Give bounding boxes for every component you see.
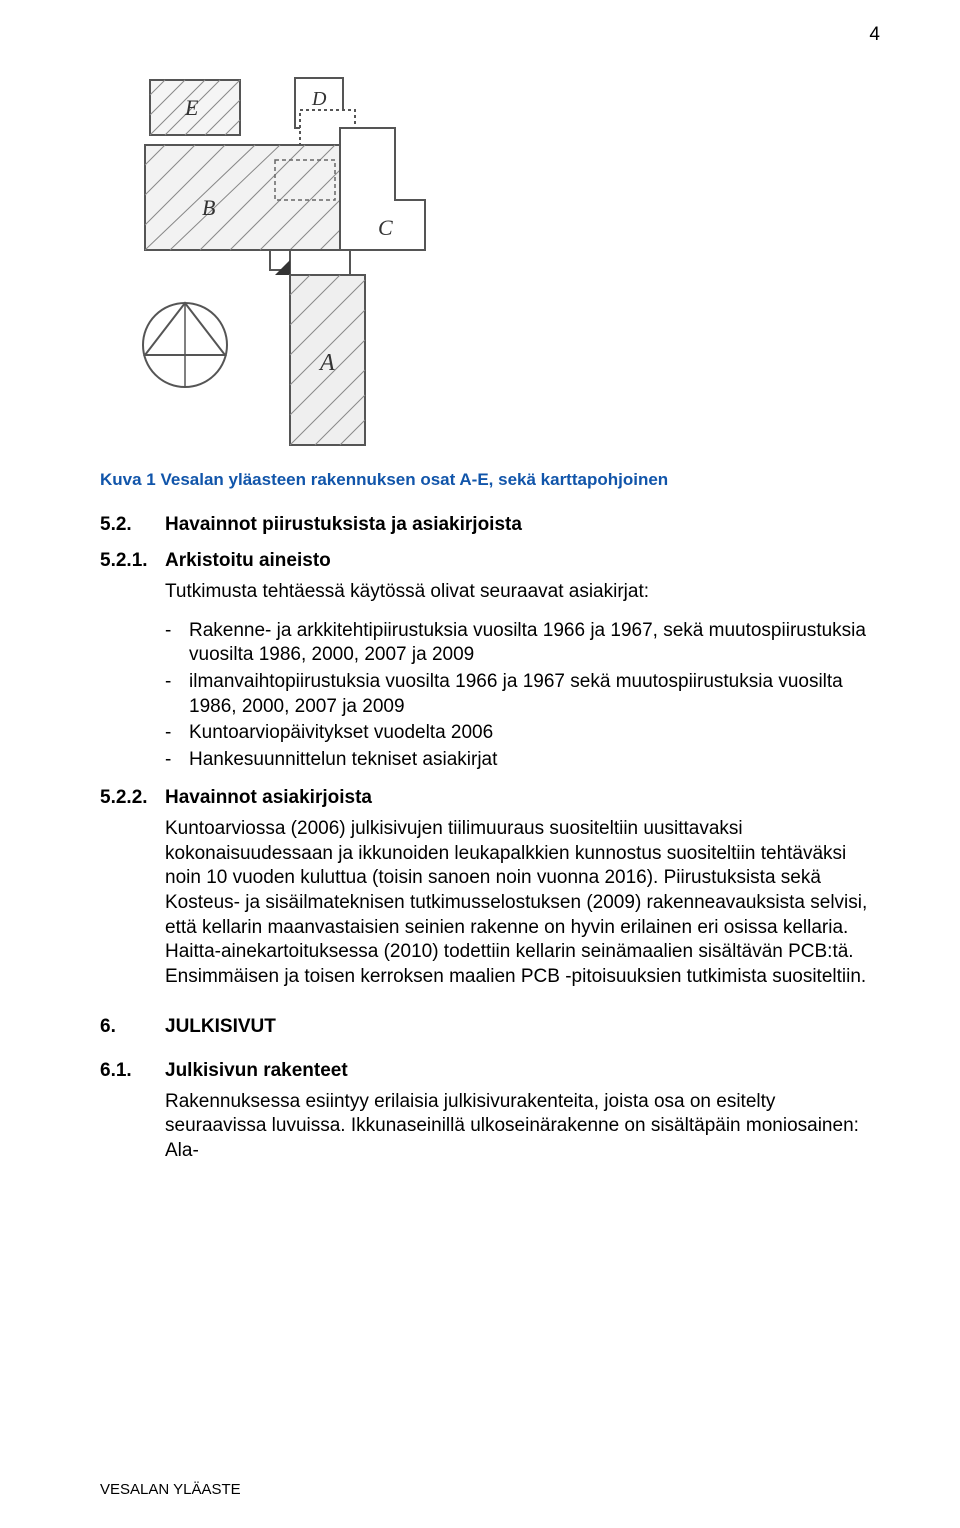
list-item: Hankesuunnittelun tekniset asiakirjat [165, 748, 880, 773]
heading-num: 6. [100, 1016, 165, 1038]
page-number: 4 [869, 24, 880, 46]
figure-1: E D B [130, 70, 880, 450]
heading-5-2-1: 5.2.1. Arkistoitu aineisto [100, 550, 880, 572]
intro-text: Tutkimusta tehtäessä käytössä olivat seu… [165, 580, 880, 605]
section-5-2-1-body: Tutkimusta tehtäessä käytössä olivat seu… [165, 580, 880, 773]
heading-num: 6.1. [100, 1060, 165, 1082]
heading-title: Havainnot asiakirjoista [165, 787, 372, 809]
figure-label-c: C [378, 215, 393, 240]
heading-num: 5.2. [100, 514, 165, 536]
list-item: Rakenne- ja arkkitehtipiirustuksia vuosi… [165, 619, 880, 668]
section-5-2-2-body: Kuntoarviossa (2006) julkisivujen tiilim… [165, 817, 880, 990]
heading-5-2-2: 5.2.2. Havainnot asiakirjoista [100, 787, 880, 809]
figure-label-d: D [311, 88, 327, 110]
page: 4 E D [0, 0, 960, 1528]
section-6-1-body: Rakennuksessa esiintyy erilaisia julkisi… [165, 1090, 880, 1164]
heading-title: JULKISIVUT [165, 1016, 276, 1038]
heading-num: 5.2.2. [100, 787, 165, 809]
figure-label-b: B [202, 195, 215, 220]
page-footer: VESALAN YLÄASTE [100, 1481, 241, 1498]
list-item: Kuntoarviopäivitykset vuodelta 2006 [165, 721, 880, 746]
heading-title: Havainnot piirustuksista ja asiakirjoist… [165, 514, 522, 536]
archive-list: Rakenne- ja arkkitehtipiirustuksia vuosi… [165, 619, 880, 773]
heading-6: 6. JULKISIVUT [100, 1016, 880, 1038]
figure-label-e: E [184, 95, 199, 120]
heading-num: 5.2.1. [100, 550, 165, 572]
paragraph: Rakennuksessa esiintyy erilaisia julkisi… [165, 1090, 880, 1164]
heading-5-2: 5.2. Havainnot piirustuksista ja asiakir… [100, 514, 880, 536]
heading-title: Julkisivun rakenteet [165, 1060, 348, 1082]
figure-label-a: A [318, 350, 335, 376]
heading-title: Arkistoitu aineisto [165, 550, 331, 572]
heading-6-1: 6.1. Julkisivun rakenteet [100, 1060, 880, 1082]
figure-caption: Kuva 1 Vesalan yläasteen rakennuksen osa… [100, 470, 880, 490]
list-item: ilmanvaihtopiirustuksia vuosilta 1966 ja… [165, 670, 880, 719]
paragraph: Kuntoarviossa (2006) julkisivujen tiilim… [165, 817, 880, 990]
